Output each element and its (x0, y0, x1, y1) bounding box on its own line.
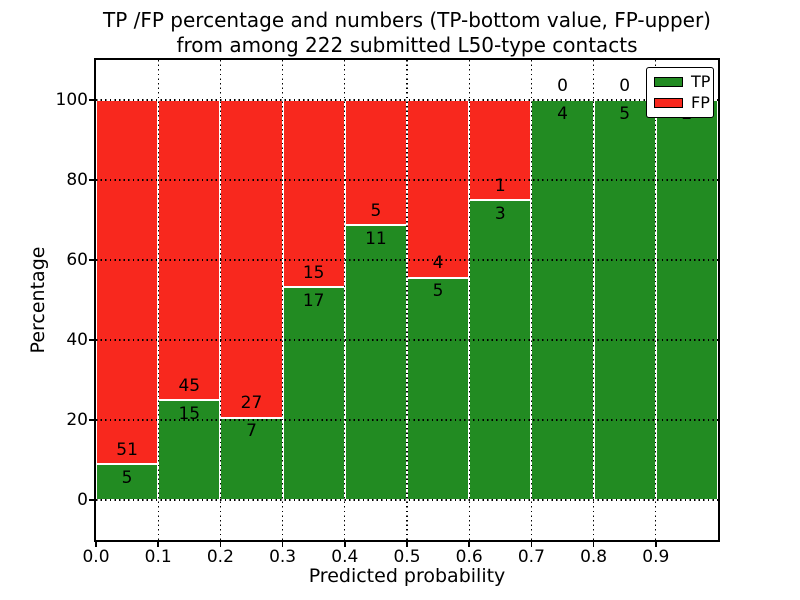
tp-bar (655, 100, 718, 500)
v-gridline (219, 60, 222, 540)
v-gridline (655, 60, 657, 540)
v-gridline (592, 60, 595, 540)
plot-area: TP FP 515451527715175114513040502 (94, 58, 720, 542)
chart-title: TP /FP percentage and numbers (TP-bottom… (96, 8, 718, 58)
fp-bar (407, 100, 470, 278)
x-tick-mark (157, 542, 159, 547)
fp-count-label: 0 (619, 75, 631, 96)
tp-bar (344, 225, 407, 500)
x-tick-mark (655, 542, 657, 547)
x-tick-label: 0.1 (144, 547, 172, 567)
y-tick-label: 100 (55, 90, 88, 110)
v-gridline (281, 60, 284, 540)
y-tick-label: 20 (66, 410, 88, 430)
x-tick-label: 0.3 (269, 547, 297, 567)
legend-entry-fp: FP (654, 94, 710, 112)
tp-bar (407, 277, 470, 500)
x-tick-label: 0.7 (517, 547, 545, 567)
fp-count-label: 15 (302, 262, 325, 283)
fp-count-label: 5 (370, 200, 382, 221)
x-tick-mark (281, 542, 284, 547)
x-tick-mark (406, 542, 408, 547)
x-tick-mark (344, 542, 346, 547)
tp-count-label: 15 (178, 403, 201, 424)
fp-count-label: 1 (494, 175, 506, 196)
tp-bar (531, 100, 594, 500)
tp-count-label: 7 (246, 421, 257, 442)
legend-fp-label: FP (691, 93, 710, 112)
y-tick-mark (89, 419, 94, 421)
y-tick-mark (89, 99, 94, 101)
tp-count-label: 11 (365, 228, 387, 249)
v-gridline (530, 60, 533, 540)
x-axis-label: Predicted probability (308, 565, 506, 587)
legend-entry-tp: TP (654, 73, 710, 91)
x-tick-label: 0.2 (206, 547, 234, 567)
y-tick-label: 0 (77, 490, 88, 510)
tp-count-label: 5 (619, 103, 631, 124)
x-tick-label: 0.6 (455, 547, 483, 567)
tp-count-label: 3 (494, 203, 506, 224)
v-gridline (157, 60, 159, 540)
tp-count-label: 17 (302, 290, 325, 311)
legend-fp-swatch (654, 98, 683, 108)
fp-count-label: 4 (432, 253, 444, 274)
fp-bar (158, 100, 221, 400)
x-tick-mark (95, 542, 97, 547)
y-tick-label: 60 (66, 250, 88, 270)
x-tick-mark (530, 542, 533, 547)
x-tick-label: 0.0 (82, 547, 110, 567)
y-tick-mark (89, 339, 94, 341)
v-gridline (344, 60, 346, 540)
x-tick-label: 0.4 (331, 547, 359, 567)
tp-bar (96, 464, 159, 500)
y-tick-label: 80 (66, 170, 88, 190)
y-tick-label: 40 (66, 330, 88, 350)
fp-bar (96, 100, 159, 465)
tp-count-label: 5 (432, 281, 444, 302)
legend-tp-label: TP (691, 72, 711, 91)
x-tick-label: 0.9 (642, 547, 670, 567)
chart-title-line1: TP /FP percentage and numbers (TP-bottom… (103, 8, 711, 32)
tp-count-label: 5 (121, 467, 133, 488)
x-tick-mark (219, 542, 222, 547)
fp-count-label: 27 (240, 393, 263, 414)
chart-title-line2: from among 222 submitted L50-type contac… (176, 33, 638, 57)
tp-bar (158, 400, 221, 500)
x-tick-label: 0.5 (393, 547, 421, 567)
tp-bar (469, 200, 532, 500)
legend: TP FP (646, 67, 714, 118)
x-tick-label: 0.8 (580, 547, 608, 567)
tp-count-label: 4 (557, 103, 568, 124)
y-tick-mark (89, 259, 94, 261)
fp-count-label: 51 (116, 439, 138, 460)
tp-bar (282, 287, 345, 500)
fp-count-label: 45 (178, 375, 201, 396)
v-gridline (468, 60, 470, 540)
fp-count-label: 0 (557, 75, 568, 96)
y-tick-mark (89, 499, 94, 501)
legend-tp-swatch (654, 77, 683, 87)
tp-bar (593, 100, 656, 500)
x-tick-mark (592, 542, 595, 547)
x-tick-mark (468, 542, 470, 547)
v-gridline (406, 60, 408, 540)
y-tick-mark (89, 179, 94, 181)
